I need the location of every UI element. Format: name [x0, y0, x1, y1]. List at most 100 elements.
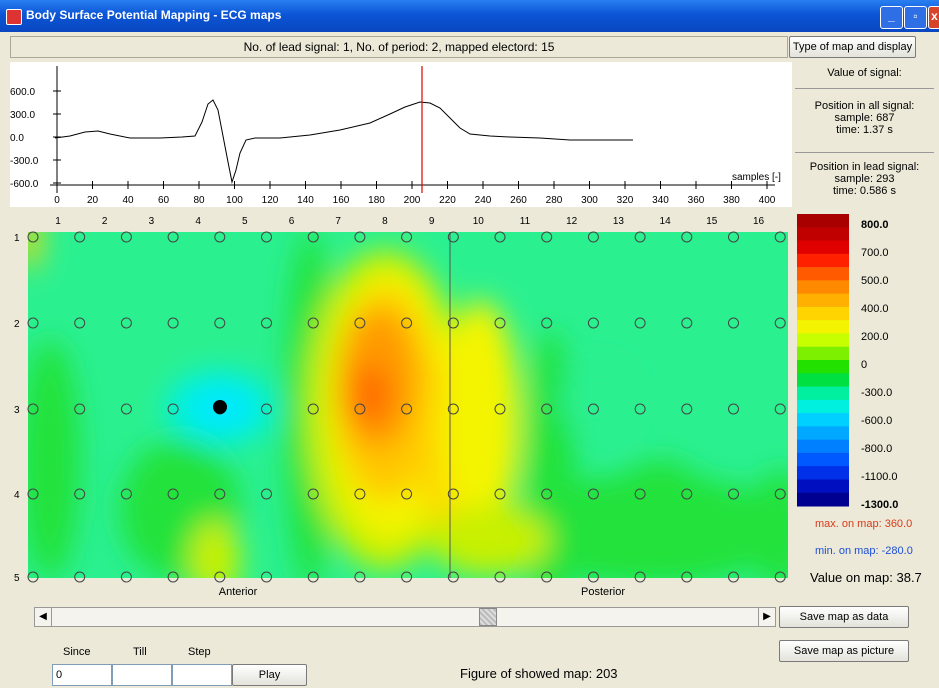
electrode-marker[interactable] [214, 488, 226, 500]
electrode-marker[interactable] [447, 403, 459, 415]
electrode-marker[interactable] [354, 317, 366, 329]
scroll-left-arrow[interactable]: ◀ [35, 608, 52, 626]
electrode-marker[interactable] [27, 231, 39, 243]
electrode-marker[interactable] [774, 571, 786, 583]
electrode-marker[interactable] [728, 231, 739, 243]
electrode-marker[interactable] [587, 571, 599, 583]
electrode-marker[interactable] [120, 488, 132, 500]
electrode-marker[interactable] [354, 231, 366, 243]
electrode-marker[interactable] [541, 571, 553, 583]
electrode-marker[interactable] [120, 403, 132, 415]
electrode-marker[interactable] [307, 317, 319, 329]
electrode-marker[interactable] [681, 488, 693, 500]
electrode-marker[interactable] [634, 571, 646, 583]
electrode-marker[interactable] [74, 403, 86, 415]
electrode-marker[interactable] [354, 403, 366, 415]
electrode-marker[interactable] [261, 231, 272, 243]
save-map-data-button[interactable]: Save map as data [779, 606, 909, 628]
electrode-marker[interactable] [167, 488, 179, 500]
play-button[interactable]: Play [232, 664, 307, 686]
electrode-marker[interactable] [401, 231, 413, 243]
electrode-marker[interactable] [261, 571, 272, 583]
selected-electrode[interactable] [213, 400, 227, 414]
electrode-marker[interactable] [167, 317, 179, 329]
electrode-marker[interactable] [401, 403, 413, 415]
electrode-marker[interactable] [681, 403, 693, 415]
electrode-marker[interactable] [447, 488, 459, 500]
electrode-marker[interactable] [587, 231, 599, 243]
electrode-marker[interactable] [541, 403, 553, 415]
electrode-marker[interactable] [634, 403, 646, 415]
minimize-button[interactable]: _ [880, 6, 903, 29]
electrode-marker[interactable] [27, 403, 39, 415]
electrode-marker[interactable] [401, 571, 413, 583]
electrode-marker[interactable] [494, 231, 506, 243]
step-input[interactable] [172, 664, 232, 686]
since-input[interactable] [52, 664, 112, 686]
electrode-marker[interactable] [447, 231, 459, 243]
electrode-marker[interactable] [494, 403, 506, 415]
electrode-marker[interactable] [261, 403, 272, 415]
electrode-marker[interactable] [120, 571, 132, 583]
electrode-marker[interactable] [634, 317, 646, 329]
scroll-thumb[interactable] [479, 608, 497, 626]
close-button[interactable]: x [928, 6, 939, 29]
electrode-marker[interactable] [541, 488, 553, 500]
electrode-marker[interactable] [261, 317, 272, 329]
electrode-marker[interactable] [774, 403, 786, 415]
electrode-marker[interactable] [307, 231, 319, 243]
electrode-marker[interactable] [307, 488, 319, 500]
electrode-marker[interactable] [681, 571, 693, 583]
electrode-marker[interactable] [74, 231, 86, 243]
electrode-marker[interactable] [587, 403, 599, 415]
electrode-marker[interactable] [681, 231, 693, 243]
map-type-button[interactable]: Type of map and display [789, 36, 916, 58]
title-bar[interactable]: Body Surface Potential Mapping - ECG map… [0, 0, 939, 32]
electrode-marker[interactable] [634, 231, 646, 243]
electrode-marker[interactable] [587, 488, 599, 500]
time-scrollbar[interactable]: ◀ ▶ [34, 607, 776, 627]
electrode-marker[interactable] [354, 488, 366, 500]
electrode-marker[interactable] [587, 317, 599, 329]
electrode-marker[interactable] [307, 571, 319, 583]
signal-graph[interactable]: 600.0 300.0 0.0 -300.0 -600.0 0 20 40 60 80 100 12… [10, 62, 792, 207]
electrode-marker[interactable] [494, 488, 506, 500]
electrode-marker[interactable] [307, 403, 319, 415]
electrode-marker[interactable] [74, 571, 86, 583]
electrode-marker[interactable] [494, 317, 506, 329]
electrode-marker[interactable] [774, 317, 786, 329]
electrode-marker[interactable] [774, 231, 786, 243]
electrode-marker[interactable] [167, 571, 179, 583]
electrode-marker[interactable] [494, 571, 506, 583]
electrode-marker[interactable] [74, 488, 86, 500]
maximize-button[interactable]: ▫ [904, 6, 927, 29]
electrode-marker[interactable] [541, 317, 553, 329]
electrode-marker[interactable] [447, 317, 459, 329]
electrode-marker[interactable] [120, 317, 132, 329]
electrode-marker[interactable] [120, 231, 132, 243]
electrode-marker[interactable] [541, 231, 553, 243]
electrode-marker[interactable] [728, 571, 739, 583]
electrode-marker[interactable] [401, 317, 413, 329]
till-input[interactable] [112, 664, 172, 686]
electrode-marker[interactable] [27, 488, 39, 500]
electrode-marker[interactable] [167, 231, 179, 243]
electrode-marker[interactable] [261, 488, 272, 500]
electrode-marker[interactable] [447, 571, 459, 583]
electrode-marker[interactable] [728, 403, 739, 415]
electrode-marker[interactable] [74, 317, 86, 329]
electrode-marker[interactable] [214, 317, 226, 329]
save-map-picture-button[interactable]: Save map as picture [779, 640, 909, 662]
signal-svg[interactable]: 600.0 300.0 0.0 -300.0 -600.0 0 20 40 60 80 100 12… [10, 62, 792, 207]
electrode-marker[interactable] [728, 317, 739, 329]
electrode-marker[interactable] [27, 571, 39, 583]
scroll-right-arrow[interactable]: ▶ [758, 608, 775, 626]
electrode-marker[interactable] [728, 488, 739, 500]
electrode-marker[interactable] [401, 488, 413, 500]
electrode-marker[interactable] [167, 403, 179, 415]
electrode-marker[interactable] [214, 571, 226, 583]
electrode-marker[interactable] [774, 488, 786, 500]
electrode-marker[interactable] [681, 317, 693, 329]
